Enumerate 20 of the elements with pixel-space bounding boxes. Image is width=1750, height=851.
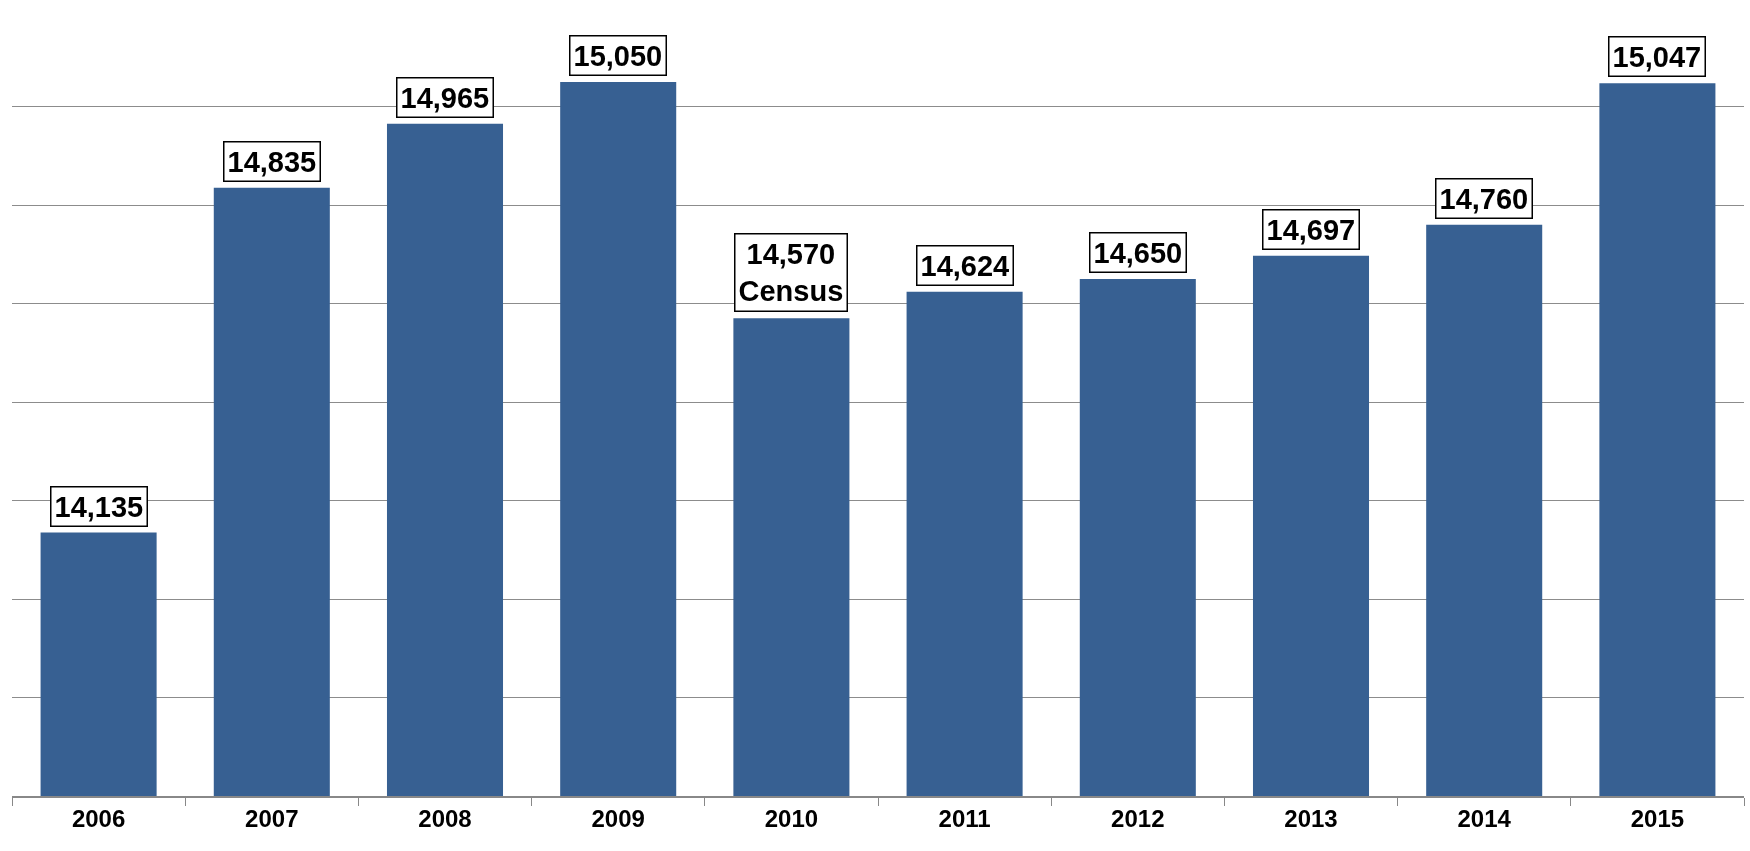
data-label: 14,965 (400, 81, 490, 114)
x-tick-label: 2011 (938, 804, 991, 832)
x-tick-label: 2008 (418, 804, 472, 832)
x-tick-label: 2010 (764, 804, 819, 832)
x-tick-label: 2013 (1284, 804, 1338, 832)
data-label: 14,624 (920, 249, 1010, 282)
x-tick-label: 2014 (1457, 804, 1512, 832)
data-label: 14,697 (1266, 213, 1356, 246)
data-label: 14,135 (54, 490, 144, 523)
x-tick-label: 2012 (1111, 804, 1165, 832)
data-label: 14,760 (1439, 182, 1529, 215)
data-label: 15,047 (1612, 40, 1702, 73)
x-tick-label: 2006 (71, 804, 126, 832)
data-label: 14,570 Census (738, 237, 844, 308)
x-tick-label: 2007 (245, 804, 299, 832)
x-tick-label: 2015 (1630, 804, 1685, 832)
data-label: 14,835 (227, 145, 317, 178)
x-tick-label: 2009 (591, 804, 645, 832)
data-label: 14,650 (1093, 236, 1183, 269)
data-label: 15,050 (573, 39, 663, 72)
